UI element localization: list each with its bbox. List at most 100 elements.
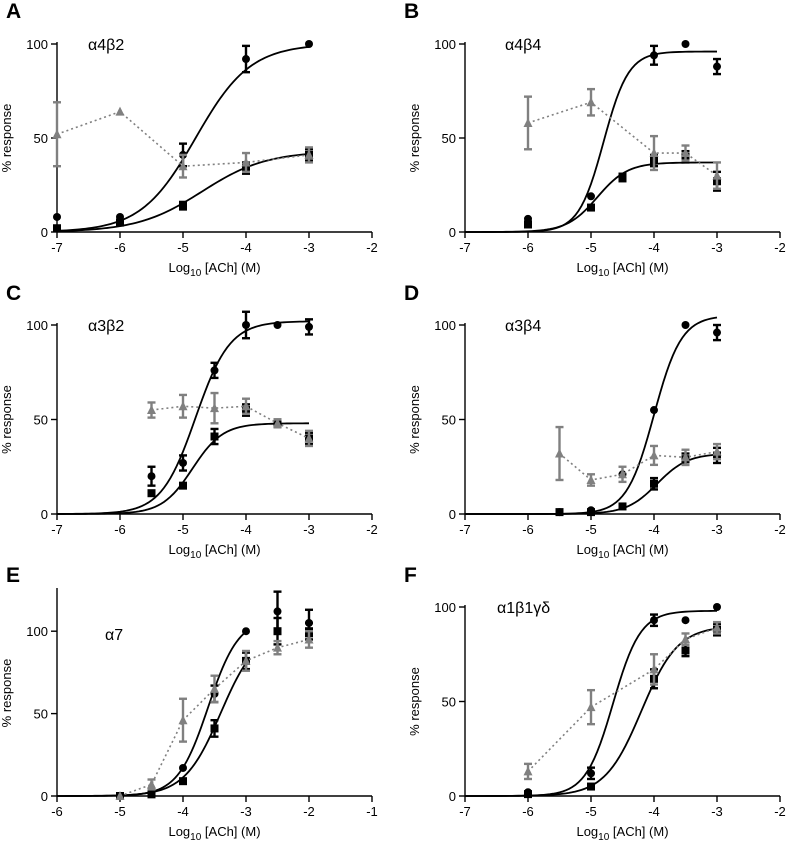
series-circle bbox=[465, 603, 721, 797]
x-axis-label-base: Log bbox=[576, 260, 598, 275]
data-point-circle bbox=[179, 763, 187, 772]
series-triangle bbox=[523, 87, 722, 190]
x-tick-label: -4 bbox=[648, 804, 660, 819]
y-tick-label: 0 bbox=[449, 789, 456, 804]
data-point-circle bbox=[242, 321, 250, 329]
receptor-subtype-label: α4β2 bbox=[88, 37, 124, 54]
series-triangle bbox=[52, 101, 314, 179]
data-point-triangle bbox=[304, 149, 314, 159]
x-tick-label: -3 bbox=[303, 522, 315, 537]
data-point-triangle bbox=[52, 129, 62, 139]
y-tick-label: 50 bbox=[442, 413, 456, 428]
data-point-circle bbox=[713, 328, 721, 337]
data-point-circle bbox=[681, 40, 690, 48]
y-tick-label: 50 bbox=[34, 413, 48, 428]
panel-letter: E bbox=[6, 564, 20, 587]
y-tick-label: 50 bbox=[442, 131, 456, 146]
data-point-triangle bbox=[147, 405, 156, 415]
x-axis-label-subscript: 10 bbox=[190, 550, 202, 561]
x-tick-label: -2 bbox=[774, 240, 786, 255]
y-tick-label: 100 bbox=[26, 624, 48, 639]
receptor-subtype-label: α3β2 bbox=[88, 318, 124, 335]
data-point-triangle bbox=[681, 634, 690, 644]
data-point-circle bbox=[305, 322, 313, 331]
data-point-triangle bbox=[241, 655, 251, 665]
x-tick-label: -5 bbox=[585, 240, 597, 255]
x-tick-label: -4 bbox=[240, 522, 252, 537]
panel-letter: D bbox=[404, 282, 419, 305]
x-axis-label-subscript: 10 bbox=[598, 550, 610, 561]
y-tick-label: 100 bbox=[434, 37, 456, 52]
y-tick-label: 50 bbox=[442, 695, 456, 710]
data-point-triangle bbox=[273, 642, 282, 652]
x-tick-label: -7 bbox=[459, 804, 471, 819]
data-point-triangle bbox=[115, 106, 125, 116]
panel-letter: F bbox=[404, 564, 417, 587]
x-tick-label: -4 bbox=[240, 240, 252, 255]
x-tick-label: -2 bbox=[303, 804, 315, 819]
x-axis-label-base: Log bbox=[576, 824, 598, 839]
x-tick-label: -3 bbox=[711, 240, 723, 255]
data-point-triangle bbox=[555, 448, 564, 458]
data-point-circle bbox=[242, 55, 250, 64]
x-tick-label: -3 bbox=[711, 804, 723, 819]
series-triangle bbox=[147, 391, 314, 448]
x-axis-label: Log10 [ACh] (M) bbox=[576, 260, 668, 279]
data-point-triangle bbox=[241, 401, 251, 411]
data-point-circle bbox=[305, 40, 313, 48]
x-tick-label: -6 bbox=[51, 804, 63, 819]
x-tick-label: -6 bbox=[114, 522, 126, 537]
x-axis-label: Log10 [ACh] (M) bbox=[168, 542, 260, 561]
x-tick-label: -2 bbox=[366, 522, 378, 537]
x-axis-label-subscript: 10 bbox=[190, 268, 202, 279]
data-point-triangle bbox=[712, 446, 722, 456]
data-point-square bbox=[587, 508, 595, 517]
x-tick-label: -6 bbox=[114, 240, 126, 255]
x-tick-label: -4 bbox=[177, 804, 189, 819]
x-tick-label: -2 bbox=[774, 522, 786, 537]
series-triangle bbox=[555, 425, 722, 487]
x-axis-label-base: Log bbox=[168, 260, 190, 275]
x-tick-label: -4 bbox=[648, 240, 660, 255]
data-point-circle bbox=[147, 472, 156, 481]
series-circle bbox=[56, 310, 313, 515]
data-point-square bbox=[210, 724, 219, 733]
data-point-circle bbox=[650, 616, 658, 625]
y-axis-label: % response bbox=[407, 385, 422, 454]
data-point-triangle bbox=[681, 148, 690, 158]
data-point-triangle bbox=[649, 664, 659, 674]
data-point-circle bbox=[587, 192, 595, 201]
x-axis-label: Log10 [ACh] (M) bbox=[576, 542, 668, 561]
receptor-subtype-label: α7 bbox=[105, 627, 123, 644]
data-point-circle bbox=[713, 62, 721, 71]
data-point-square bbox=[524, 790, 532, 799]
y-axis-label: % response bbox=[407, 667, 422, 736]
data-point-triangle bbox=[649, 450, 659, 460]
data-point-triangle bbox=[586, 702, 596, 712]
y-tick-label: 0 bbox=[449, 225, 456, 240]
x-axis-label-subscript: 10 bbox=[190, 832, 202, 843]
x-tick-label: -5 bbox=[585, 522, 597, 537]
data-point-triangle bbox=[178, 401, 188, 411]
data-point-triangle bbox=[712, 622, 722, 632]
panel-letter: C bbox=[6, 282, 21, 305]
data-point-square bbox=[618, 502, 627, 511]
x-tick-label: -7 bbox=[459, 522, 471, 537]
x-tick-label: -5 bbox=[114, 804, 126, 819]
data-point-triangle bbox=[210, 683, 219, 693]
x-axis-label-base: Log bbox=[576, 542, 598, 557]
x-tick-label: -5 bbox=[177, 240, 189, 255]
data-point-triangle bbox=[178, 715, 188, 725]
data-point-square bbox=[210, 432, 219, 441]
y-tick-label: 0 bbox=[41, 225, 48, 240]
x-axis-label: Log10 [ACh] (M) bbox=[168, 260, 260, 279]
data-point-square bbox=[618, 173, 627, 182]
data-point-circle bbox=[650, 406, 658, 415]
data-point-square bbox=[587, 203, 595, 212]
series-square bbox=[465, 149, 721, 233]
x-tick-label: -7 bbox=[51, 240, 63, 255]
